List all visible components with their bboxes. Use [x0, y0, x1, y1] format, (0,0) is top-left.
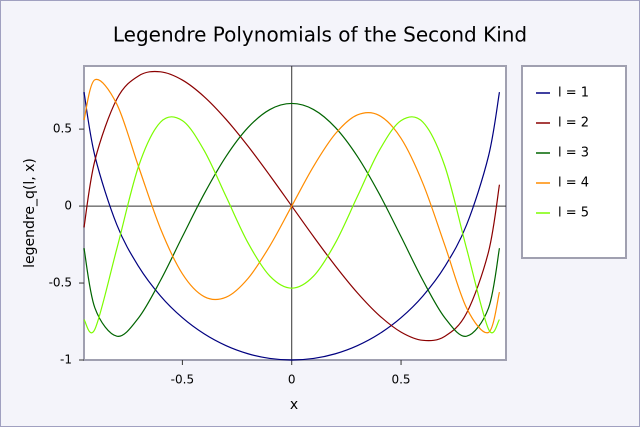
- legend-label: l = 2: [558, 116, 589, 131]
- series-line: [83, 92, 501, 361]
- y-axis-label: legendre_q(l, x): [22, 158, 38, 268]
- legend-label: l = 1: [558, 86, 589, 101]
- y-tick-label: -1: [60, 353, 72, 367]
- y-tick-label: 0.5: [53, 122, 72, 136]
- y-tick-label: 0: [64, 199, 72, 213]
- series-line: [83, 116, 500, 334]
- chart-title: Legendre Polynomials of the Second Kind: [113, 23, 527, 47]
- legend: [521, 65, 627, 259]
- legend-label: l = 3: [558, 146, 589, 161]
- series-line: [83, 78, 501, 334]
- x-axis-label: x: [290, 397, 298, 413]
- x-tick-label: 0.5: [391, 373, 410, 387]
- x-tick-label: -0.5: [171, 373, 194, 387]
- x-tick-label: 0: [288, 373, 296, 387]
- series-line: [83, 102, 501, 337]
- y-tick-label: -0.5: [49, 276, 72, 290]
- legend-label: l = 4: [558, 176, 589, 191]
- legend-label: l = 5: [558, 206, 589, 221]
